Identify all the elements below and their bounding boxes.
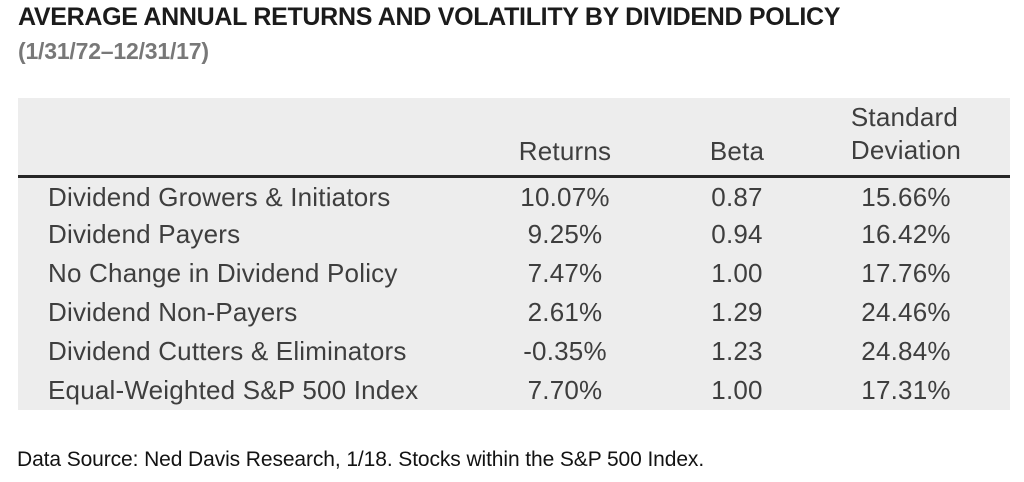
table-row: Dividend Cutters & Eliminators -0.35% 1.… bbox=[18, 332, 1010, 371]
beta-value: 1.00 bbox=[711, 258, 763, 288]
row-label: Dividend Payers bbox=[48, 219, 241, 249]
std-dev-value: 24.46% bbox=[861, 297, 951, 327]
row-label: Equal-Weighted S&P 500 Index bbox=[48, 375, 419, 405]
header-row: Returns Beta Standard Deviation bbox=[18, 98, 1010, 178]
returns-value: 7.47% bbox=[527, 258, 603, 288]
returns-value: 9.25% bbox=[527, 219, 603, 249]
returns-value: 10.07% bbox=[520, 182, 610, 213]
returns-value: 7.70% bbox=[527, 375, 603, 405]
table-row: No Change in Dividend Policy 7.47% 1.00 … bbox=[18, 254, 1010, 293]
row-label: Dividend Non-Payers bbox=[48, 297, 298, 327]
column-header-policy bbox=[18, 98, 458, 178]
table-header: Returns Beta Standard Deviation bbox=[18, 98, 1010, 178]
returns-table: Returns Beta Standard Deviation Dividend… bbox=[18, 98, 1010, 410]
returns-value: -0.35% bbox=[523, 336, 607, 366]
returns-table-container: Returns Beta Standard Deviation Dividend… bbox=[18, 98, 1010, 410]
returns-value: 2.61% bbox=[527, 297, 603, 327]
std-dev-value: 17.31% bbox=[861, 375, 951, 405]
table-row: Dividend Non-Payers 2.61% 1.29 24.46% bbox=[18, 293, 1010, 332]
beta-value: 1.00 bbox=[711, 375, 763, 405]
row-label: No Change in Dividend Policy bbox=[48, 258, 398, 288]
column-header-returns: Returns bbox=[458, 98, 672, 178]
beta-value: 1.23 bbox=[711, 336, 763, 366]
table-row: Dividend Growers & Initiators 10.07% 0.8… bbox=[18, 176, 1010, 215]
date-range-subtitle: (1/31/72–12/31/17) bbox=[18, 38, 209, 64]
std-dev-header-line1: Standard bbox=[850, 101, 959, 132]
beta-value: 0.94 bbox=[711, 219, 763, 249]
std-dev-value: 15.66% bbox=[861, 182, 951, 213]
row-label: Dividend Growers & Initiators bbox=[48, 182, 391, 213]
beta-value: 1.29 bbox=[711, 297, 763, 327]
std-dev-value: 24.84% bbox=[861, 336, 951, 366]
std-dev-value: 17.76% bbox=[861, 258, 951, 288]
std-dev-header-line2: Deviation bbox=[850, 134, 962, 165]
row-label: Dividend Cutters & Eliminators bbox=[48, 336, 407, 366]
beta-value: 0.87 bbox=[711, 182, 763, 213]
data-source-note: Data Source: Ned Davis Research, 1/18. S… bbox=[17, 448, 705, 471]
page-title: AVERAGE ANNUAL RETURNS AND VOLATILITY BY… bbox=[18, 3, 841, 31]
table-row: Dividend Payers 9.25% 0.94 16.42% bbox=[18, 215, 1010, 254]
std-dev-value: 16.42% bbox=[861, 219, 951, 249]
table-row: Equal-Weighted S&P 500 Index 7.70% 1.00 … bbox=[18, 371, 1010, 410]
table-body: Dividend Growers & Initiators 10.07% 0.8… bbox=[18, 176, 1010, 410]
column-header-standard-deviation: Standard Deviation bbox=[802, 98, 1010, 178]
column-header-beta: Beta bbox=[672, 98, 802, 178]
